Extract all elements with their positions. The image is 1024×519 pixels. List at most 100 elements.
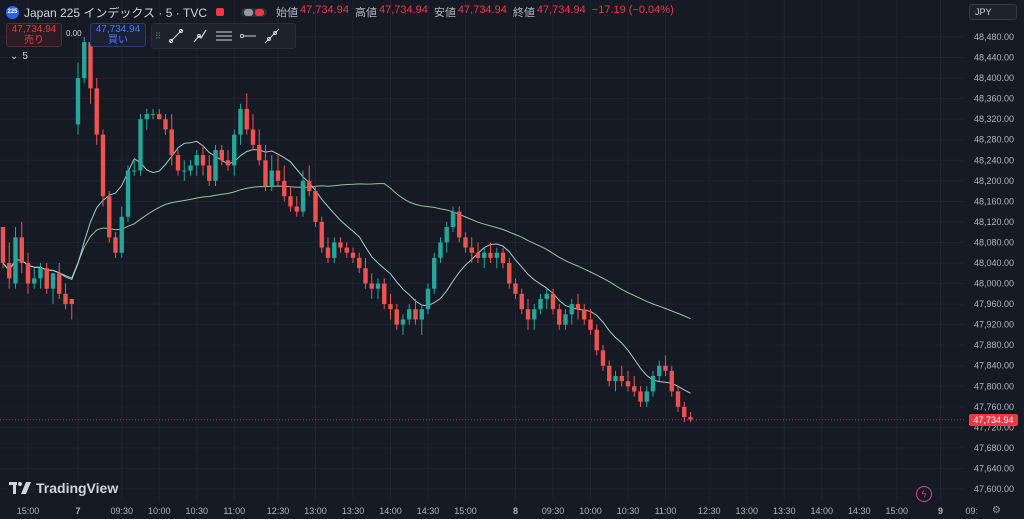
candle-body	[225, 160, 231, 166]
tradingview-logo[interactable]: TradingView	[9, 480, 118, 496]
lightning-icon[interactable]: ϟ	[916, 486, 932, 502]
x-tick-label: 10:30	[185, 506, 208, 516]
x-tick-label: 11:00	[223, 506, 245, 516]
candle-body	[63, 293, 68, 305]
candle-body	[607, 365, 612, 382]
x-tick-label: 09:30	[110, 506, 133, 516]
candle-body	[88, 42, 93, 89]
price-axis: 48,480.00 48,440.00 48,400.00 48,360.00 48,3…	[974, 32, 1014, 494]
candle-body	[125, 170, 131, 217]
candle-body	[632, 386, 637, 392]
extended-line-icon[interactable]	[260, 26, 284, 46]
x-tick-label: 13:00	[735, 506, 758, 516]
candle-body	[194, 155, 199, 166]
candle-body	[244, 108, 249, 130]
horizontal-ray-icon[interactable]	[236, 26, 260, 46]
x-tick-label: 10:00	[579, 506, 602, 516]
drag-handle-icon[interactable]: ⠿	[154, 30, 162, 41]
visibility-toggle[interactable]	[241, 7, 268, 17]
low-label: 安値	[433, 7, 456, 19]
moving-average-fast	[2, 140, 691, 394]
y-tick-label: 48,360.00	[974, 94, 1014, 104]
candle-body	[463, 237, 468, 248]
time-axis: 15:00 7 09:30 10:00 10:30 11:00 12:30 13:00 13:3…	[17, 506, 978, 516]
sell-price: 47,734.94	[11, 24, 57, 35]
ma-fast-line	[2, 140, 691, 394]
gear-icon[interactable]: ⚙	[992, 505, 1001, 516]
candle-body	[138, 119, 143, 171]
low-value: 47,734.94	[457, 4, 507, 16]
candle-body	[332, 242, 337, 258]
candle-body	[544, 293, 549, 299]
candle-body	[144, 114, 149, 120]
candle-body	[413, 309, 418, 320]
trend-line-icon[interactable]	[164, 26, 188, 46]
y-tick-label: 47,880.00	[974, 340, 1014, 350]
symbol-title[interactable]: Japan 225 インデックス · 5 · TVC	[24, 5, 208, 20]
candle-body	[38, 268, 43, 279]
candle-body	[613, 376, 618, 382]
candle-body	[457, 211, 462, 238]
y-tick-label: 47,960.00	[974, 299, 1014, 309]
candle-body	[200, 155, 206, 166]
tradingview-logo-icon	[9, 482, 31, 494]
buy-button[interactable]: 47,734.94 買い	[90, 23, 146, 47]
close-value: 47,734.94	[536, 4, 586, 16]
candle-body	[638, 391, 643, 402]
y-tick-label: 47,800.00	[974, 381, 1014, 391]
sell-button[interactable]: 47,734.94 売り	[6, 23, 62, 47]
x-tick-label: 10:30	[617, 506, 640, 516]
candle-body	[344, 247, 349, 253]
candle-body	[25, 263, 31, 284]
candle-body	[369, 283, 374, 289]
x-tick-label: 8	[513, 506, 518, 516]
candle-body	[357, 257, 362, 269]
currency-button[interactable]: JPY	[969, 4, 1017, 20]
indicator-toggle[interactable]: ⌄ 5	[10, 51, 28, 62]
last-price-label: 47,734.94	[969, 414, 1018, 426]
candle-body	[175, 155, 181, 171]
candle-body	[300, 180, 306, 212]
market-status-icon[interactable]	[216, 8, 225, 16]
high-label: 高値	[354, 7, 377, 19]
y-tick-label: 48,160.00	[974, 196, 1014, 206]
candle-body	[557, 309, 562, 325]
candle-body	[625, 381, 631, 387]
y-tick-label: 47,600.00	[974, 484, 1014, 494]
x-tick-label: 13:30	[342, 506, 365, 516]
candle-body	[438, 242, 443, 258]
spread-value: 0.00	[66, 29, 82, 38]
candle-body	[500, 252, 506, 263]
candle-body	[588, 319, 593, 330]
candle-body	[294, 206, 299, 212]
parallel-lines-icon[interactable]	[212, 26, 236, 46]
candle-body	[338, 242, 343, 248]
buy-price: 47,734.94	[95, 24, 141, 35]
y-tick-label: 48,000.00	[974, 279, 1014, 289]
y-tick-label: 48,440.00	[974, 53, 1014, 63]
candle-body	[444, 227, 449, 243]
x-tick-label: 14:30	[848, 506, 871, 516]
candle-body	[644, 391, 649, 402]
candle-body	[519, 293, 524, 310]
y-tick-label: 47,680.00	[974, 443, 1014, 453]
candle-body	[113, 237, 118, 253]
candle-body	[232, 134, 237, 166]
candle-body	[7, 263, 12, 279]
candle-body	[282, 180, 287, 197]
y-tick-label: 48,200.00	[974, 176, 1014, 186]
sell-label: 売り	[24, 35, 44, 46]
candle-body	[238, 108, 243, 135]
open-label: 始値	[276, 7, 299, 19]
candle-body	[682, 406, 687, 418]
candle-body	[382, 283, 387, 305]
multi-point-line-icon[interactable]	[188, 26, 212, 46]
candle-body	[575, 304, 581, 310]
y-tick-label: 47,640.00	[974, 463, 1014, 473]
candle-body	[82, 42, 87, 79]
candle-body	[150, 114, 156, 116]
candle-body	[363, 268, 368, 284]
chart-header: 225 Japan 225 インデックス · 5 · TVC 始値 47,734.…	[6, 4, 674, 20]
candle-body	[569, 304, 574, 315]
